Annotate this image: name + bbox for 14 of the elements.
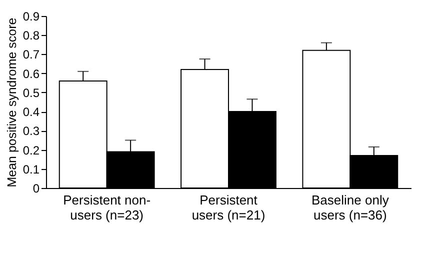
y-tick-label: 0 [32, 182, 40, 196]
y-tick-label: 0.4 [22, 105, 40, 120]
x-tick-label: Persistent users (n=21) [192, 192, 266, 222]
y-tick-label: 0.7 [22, 48, 40, 62]
x-tick-label: Baseline only users (n=36) [312, 192, 390, 222]
y-tick-label: 0.8 [22, 28, 40, 43]
y-axis-title: Mean positive syndrome score [4, 18, 19, 188]
y-tick-label: 0.3 [22, 124, 40, 138]
y-tick-label: 0.5 [22, 86, 40, 100]
x-tick-label: Persistent non-users (n=23) [63, 192, 151, 222]
y-tick-label: 0.1 [22, 162, 40, 176]
y-tick-label: 0.2 [22, 143, 40, 158]
y-tick-label: 0.9 [22, 10, 40, 24]
y-tick-label: 0.6 [22, 66, 40, 81]
